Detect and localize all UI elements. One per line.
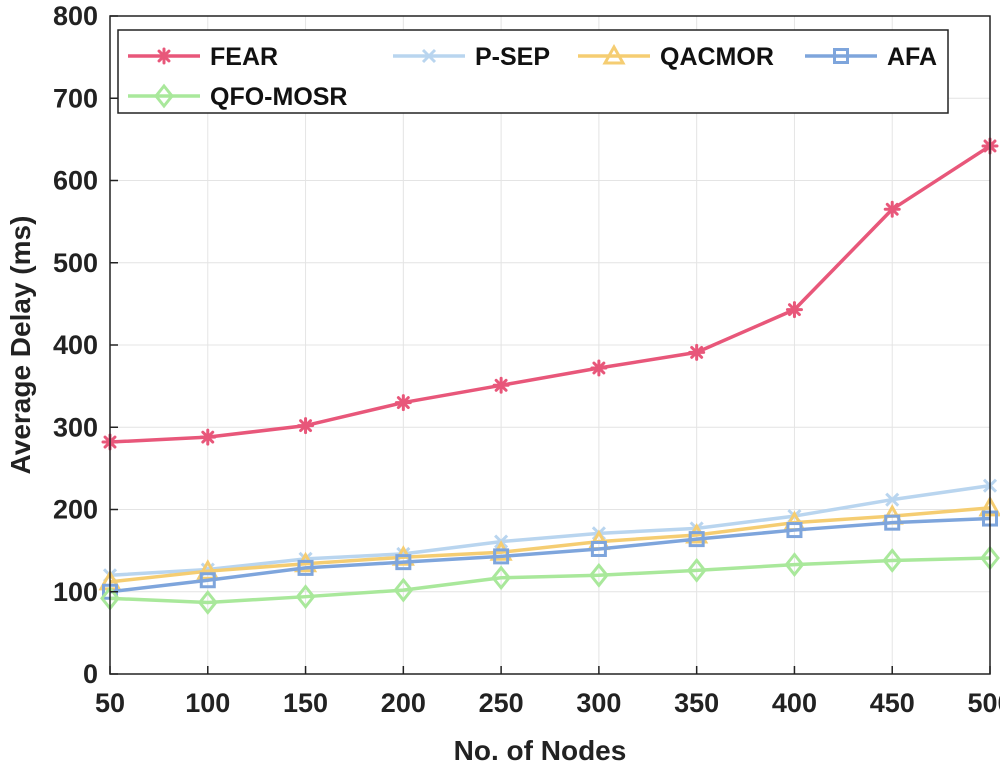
x-tick-label: 450 [870,688,915,718]
data-point-afa [199,572,216,589]
data-point-fear [883,200,901,218]
data-point-qfo-mosr [588,562,609,588]
data-point-qfo-mosr [295,584,316,610]
data-point-afa [884,514,901,531]
y-tick-label: 400 [53,330,98,360]
data-point-qfo-mosr [784,552,805,578]
data-point-qfo-mosr [197,590,218,615]
x-tick-label: 200 [381,688,426,718]
data-point-p-sep [885,492,900,507]
data-point-afa [493,548,510,565]
data-point-fear [297,417,315,435]
legend-label: FEAR [210,43,278,71]
series-line-fear [109,144,991,444]
data-point-fear [688,343,706,361]
y-tick-label: 0 [83,659,98,689]
y-tick-label: 300 [53,412,98,442]
data-point-afa [688,531,705,548]
data-point-qfo-mosr [491,565,512,591]
y-tick-label: 500 [53,248,98,278]
legend-swatch-marker [421,48,437,64]
data-point-fear [394,394,412,412]
data-point-afa [786,522,803,539]
legend-swatch-marker [154,83,174,109]
legend-swatch-marker [602,43,626,65]
data-point-fear [492,376,510,394]
x-tick-label: 250 [479,688,524,718]
y-tick-label: 800 [53,1,98,31]
legend-box [117,29,949,114]
x-tick-label: 350 [674,688,719,718]
y-axis-ticks: 0 100 200 300 400 500 600 700 800 [53,1,118,689]
x-tick-label: 300 [576,688,621,718]
legend-item-p-sep: P-SEP [393,43,550,71]
series-line-afa [109,516,991,594]
series-layer [98,137,1000,615]
legend-label: AFA [887,43,937,71]
data-point-qfo-mosr [686,557,707,583]
x-tick-label: 150 [283,688,328,718]
data-point-qfo-mosr [882,548,903,573]
y-tick-label: 200 [53,495,98,525]
data-point-fear [785,301,803,319]
x-tick-label: 50 [95,688,125,718]
x-tick-label: 100 [185,688,230,718]
legend-item-afa: AFA [805,43,937,71]
data-point-afa [590,540,607,557]
x-axis-ticks: 50 100 150 200 250 300 350 400 450 500 [95,666,1000,718]
y-axis-title: Average Delay (ms) [5,216,36,475]
legend-swatch-marker [833,48,849,64]
y-tick-label: 600 [53,166,98,196]
series-line-qacmor [109,506,991,584]
legend: FEAR P-SEP QACMOR AFA QFO-MOSR [117,29,949,114]
legend-item-qacmor: QACMOR [578,43,774,71]
y-tick-label: 100 [53,577,98,607]
x-tick-label: 400 [772,688,817,718]
data-point-fear [199,428,217,446]
legend-label: QFO-MOSR [210,83,348,111]
data-point-qacmor [196,559,220,580]
data-point-fear [590,359,608,377]
series-line-p-sep [109,483,991,578]
legend-label: P-SEP [475,43,550,71]
legend-item-fear: FEAR [128,43,278,71]
legend-swatch-marker [155,47,173,65]
data-point-afa [297,559,314,576]
x-tick-label: 500 [967,688,1000,718]
legend-item-qfo-mosr: QFO-MOSR [128,83,348,111]
x-axis-title: No. of Nodes [454,735,627,766]
data-point-afa [395,554,412,571]
legend-label: QACMOR [660,43,774,71]
data-point-qfo-mosr [393,577,414,603]
y-tick-label: 700 [53,83,98,113]
series-line-qfo-mosr [109,556,991,605]
